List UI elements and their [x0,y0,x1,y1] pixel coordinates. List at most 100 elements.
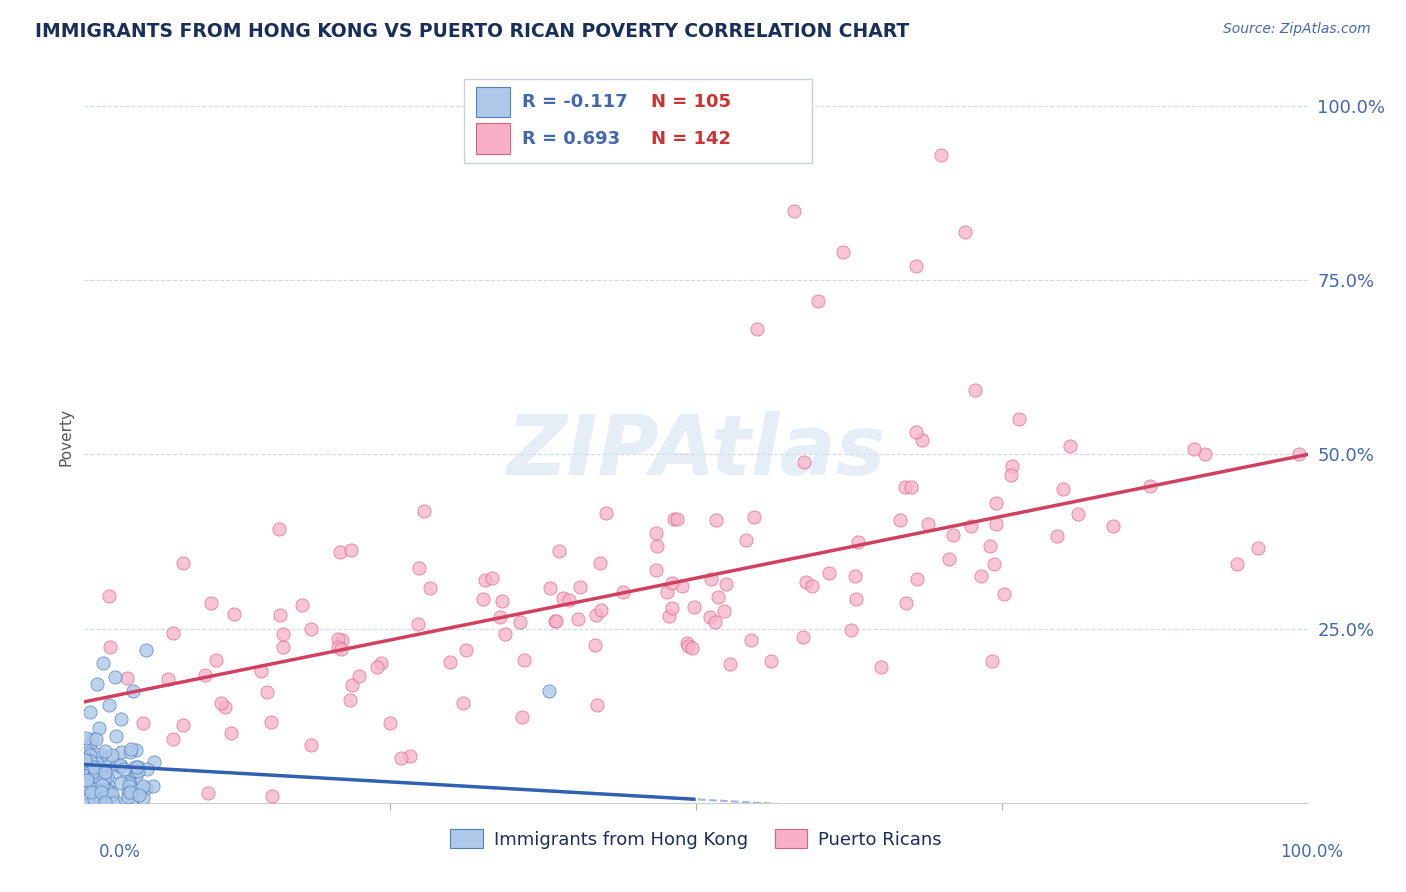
Point [98,785,121,799]
Point [128,782,150,797]
Point [299,623,322,637]
Point [90,785,112,799]
Point [96,783,118,797]
Point [76,785,98,799]
Point [339,693,361,707]
Point [817,566,839,580]
Point [112,762,135,776]
Point [97,698,120,713]
Point [105,757,128,772]
Point [162,731,184,746]
Point [156,672,179,686]
Point [329,642,352,657]
Point [90,747,112,762]
Point [75,731,97,746]
Point [413,504,436,518]
Point [86,677,108,691]
Point [942,528,965,542]
Point [94,744,117,758]
Point [993,587,1015,601]
Point [124,760,146,774]
Point [347,668,370,682]
Point [1000,468,1022,483]
Point [595,506,617,520]
Point [589,556,612,570]
Point [83,790,105,805]
Text: R = -0.117: R = -0.117 [522,93,628,112]
Point [740,632,762,647]
Point [80,785,103,799]
Point [271,627,294,641]
Point [105,729,128,743]
Point [82,791,104,805]
Point [801,578,824,592]
Point [94,765,117,780]
Point [110,775,132,789]
Point [101,796,124,810]
Point [82,756,104,771]
Point [209,697,232,711]
Point [110,759,132,773]
Point [585,698,607,713]
Point [645,525,668,540]
Point [115,672,138,686]
Point [269,607,291,622]
Point [135,781,157,796]
Point [389,751,412,765]
Point [970,568,993,582]
Point [645,563,668,577]
Text: ZIPAtlas: ZIPAtlas [506,411,886,492]
Point [544,614,567,628]
Point [645,539,668,553]
Point [77,746,100,760]
Point [328,632,350,646]
FancyBboxPatch shape [475,123,510,154]
Point [104,793,127,807]
Point [79,705,101,719]
Point [538,582,561,596]
Point [105,765,128,780]
Point [538,684,561,698]
Point [118,776,141,790]
Point [1059,439,1081,453]
Point [408,561,430,575]
Point [846,535,869,549]
Point [676,639,699,653]
Point [567,612,589,626]
Point [917,517,939,532]
Point [963,384,986,398]
Point [706,513,728,527]
Point [117,790,139,805]
Point [747,322,769,336]
Point [118,774,141,789]
Point [807,294,830,309]
Point [513,653,536,667]
Point [127,760,149,774]
Point [110,712,132,726]
Point [451,696,474,710]
Point [718,657,741,671]
Point [1000,458,1022,473]
Point [658,609,681,624]
Point [839,623,862,637]
Point [734,533,756,547]
Point [271,640,294,654]
Point [91,757,114,772]
Point [100,747,122,762]
Point [98,640,121,654]
Point [889,513,911,527]
Point [93,780,115,794]
Point [120,785,142,799]
Point [86,770,108,784]
Point [80,773,103,788]
Point [911,433,934,447]
Point [76,756,98,770]
Point [960,518,983,533]
Point [79,738,101,752]
Point [783,203,806,218]
Point [583,638,606,652]
Point [260,714,283,729]
Point [700,572,723,586]
Point [118,779,141,793]
Point [90,796,112,810]
